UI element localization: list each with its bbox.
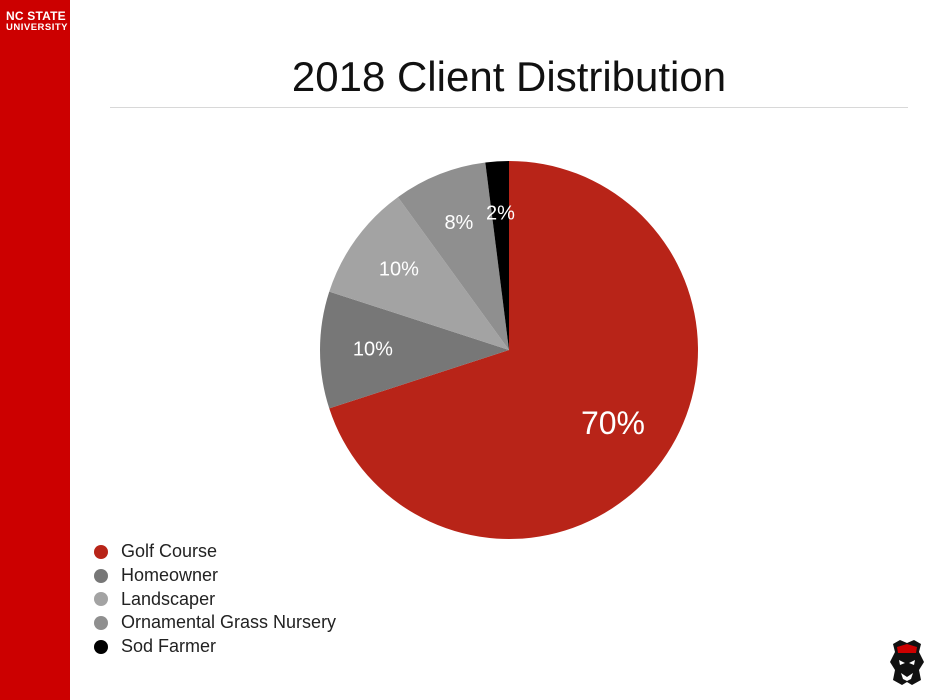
pie-slice-landscaper bbox=[329, 197, 509, 350]
title-divider bbox=[110, 107, 908, 108]
legend-item-homeowner: Homeowner bbox=[94, 564, 336, 588]
data-label-homeowner: 10% bbox=[353, 338, 393, 360]
data-label-sod-farmer: 2% bbox=[486, 202, 515, 224]
legend-label: Homeowner bbox=[121, 565, 219, 586]
logo-line-2: UNIVERSITY bbox=[6, 22, 69, 33]
legend-label: Sod Farmer bbox=[121, 636, 217, 657]
data-label-ornamental-grass-nursery: 8% bbox=[444, 212, 473, 234]
legend-label: Landscaper bbox=[121, 588, 216, 609]
pie-slice-homeowner bbox=[320, 291, 509, 409]
data-label-landscaper: 10% bbox=[379, 258, 419, 280]
legend-swatch bbox=[94, 639, 108, 654]
wolf-mascot-icon bbox=[890, 640, 924, 685]
pie-slice-golf-course bbox=[329, 161, 698, 540]
pie-slice-sod-farmer bbox=[485, 161, 509, 350]
legend-swatch bbox=[94, 544, 108, 559]
chart-legend: Golf Course Homeowner Landscaper Ornamental… bbox=[94, 540, 336, 658]
legend-swatch bbox=[94, 615, 108, 630]
brand-sidebar: NC STATE UNIVERSITY bbox=[0, 0, 70, 700]
logo-line-1: NC STATE bbox=[6, 9, 66, 23]
legend-item-golf-course: Golf Course bbox=[94, 540, 336, 564]
legend-label: Ornamental Grass Nursery bbox=[121, 612, 337, 633]
legend-swatch bbox=[94, 568, 108, 583]
university-logo: NC STATE UNIVERSITY bbox=[6, 10, 68, 33]
legend-swatch bbox=[94, 592, 108, 607]
pie-slice-ornamental-grass-nursery bbox=[397, 162, 509, 350]
slide-title: 2018 Client Distribution bbox=[291, 53, 727, 100]
legend-item-landscaper: Landscaper bbox=[94, 587, 336, 611]
data-label-golf-course: 70% bbox=[581, 405, 645, 441]
legend-item-sod-farmer: Sod Farmer bbox=[94, 635, 336, 659]
legend-item-ornamental-grass-nursery: Ornamental Grass Nursery bbox=[94, 611, 336, 635]
legend-label: Golf Course bbox=[121, 541, 218, 562]
